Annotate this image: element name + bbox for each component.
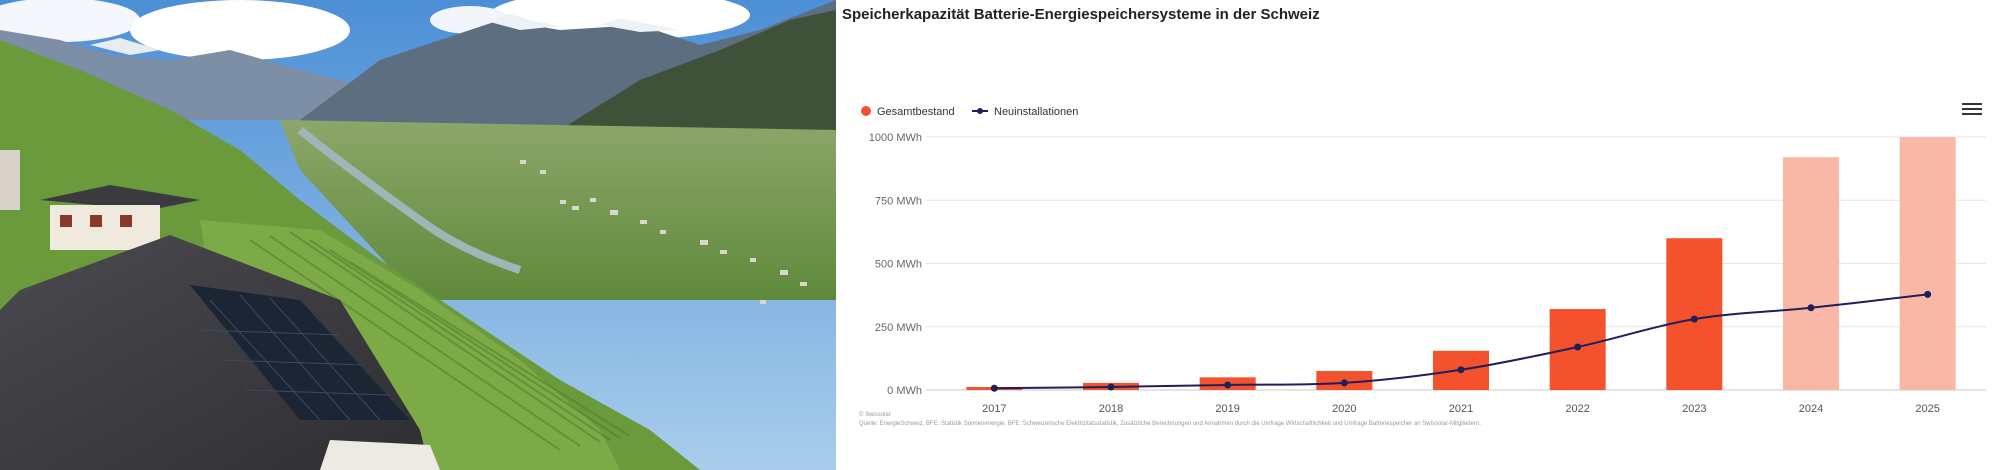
line-point-2018[interactable] — [1107, 383, 1115, 391]
footnote-source: Quelle: EnergieSchweiz, BFE: Statistik S… — [859, 421, 1481, 427]
line-point-2021[interactable] — [1457, 366, 1465, 374]
y-tick-label: 250 MWh — [875, 322, 922, 334]
bar-2023[interactable] — [1666, 238, 1723, 390]
x-tick-label: 2023 — [1682, 403, 1706, 415]
y-tick-label: 1000 MWh — [869, 132, 922, 144]
line-point-2020[interactable] — [1340, 379, 1348, 387]
line-point-2025[interactable] — [1924, 290, 1932, 298]
line-point-2017[interactable] — [990, 384, 998, 392]
bar-line-chart: 0 MWh 250 MWh 500 MWh 750 MWh 1000 MWh 2017 20… — [861, 106, 1986, 415]
x-tick-label: 2019 — [1215, 403, 1239, 415]
y-tick-label: 750 MWh — [875, 195, 922, 207]
x-tick-label: 2020 — [1332, 403, 1356, 415]
x-tick-label: 2024 — [1799, 403, 1823, 415]
chart-panel: Speicherkapazität Batterie-Energiespeich… — [836, 0, 2000, 470]
x-tick-label: 2022 — [1565, 403, 1589, 415]
landscape-photo — [0, 0, 836, 470]
line-point-2023[interactable] — [1690, 315, 1698, 323]
footnote-copyright: © Swissolar — [859, 412, 891, 418]
x-tick-label: 2021 — [1449, 403, 1473, 415]
x-tick-label: 2017 — [982, 403, 1006, 415]
y-tick-label: 500 MWh — [875, 259, 922, 271]
line-point-2024[interactable] — [1807, 304, 1815, 312]
chart-title: Speicherkapazität Batterie-Energiespeich… — [842, 6, 1320, 23]
bar-2025[interactable] — [1899, 137, 1956, 390]
x-tick-label: 2025 — [1915, 403, 1939, 415]
line-point-2019[interactable] — [1224, 381, 1232, 389]
legend-marker-gesamtbestand[interactable] — [861, 106, 871, 116]
hamburger-menu-icon[interactable] — [1962, 100, 1982, 118]
line-point-2022[interactable] — [1574, 343, 1582, 351]
y-tick-label: 0 MWh — [887, 385, 922, 397]
bar-2024[interactable] — [1783, 157, 1839, 390]
x-tick-label: 2018 — [1099, 403, 1123, 415]
legend-label-neuinstallationen[interactable]: Neuinstallationen — [994, 106, 1078, 118]
legend-label-gesamtbestand[interactable]: Gesamtbestand — [877, 106, 955, 118]
landscape-illustration — [0, 0, 836, 470]
legend-marker-neuinstallationen[interactable] — [977, 108, 983, 114]
